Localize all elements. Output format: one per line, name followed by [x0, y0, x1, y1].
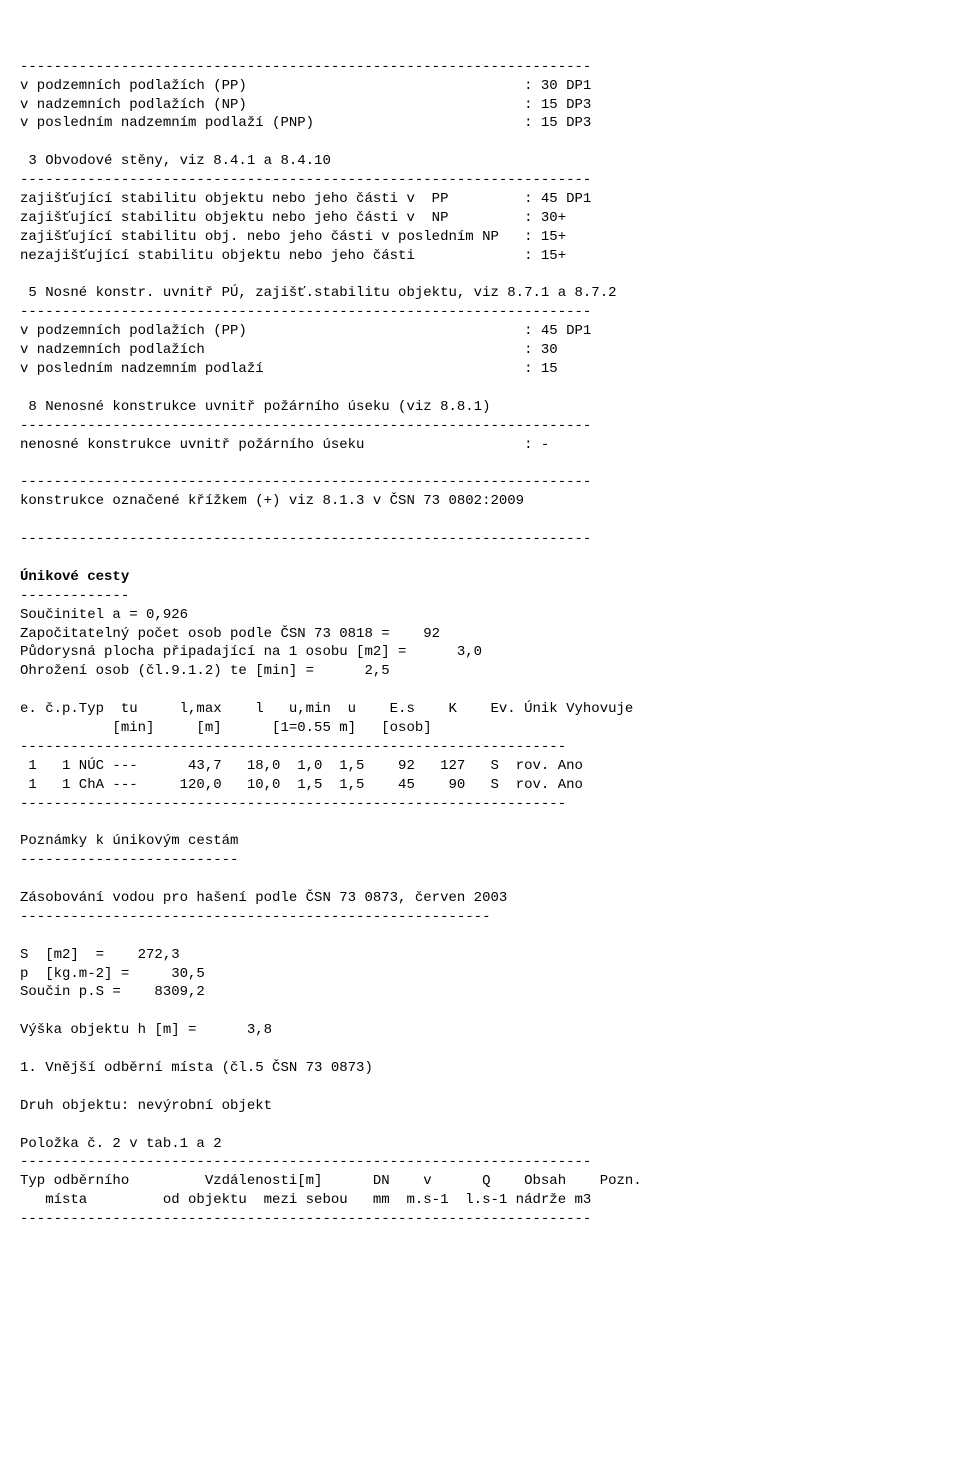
line: Součinitel a = 0,926: [20, 607, 188, 623]
line: zajišťující stabilitu objektu nebo jeho …: [20, 191, 591, 207]
hr: ----------------------------------------…: [20, 59, 591, 75]
line: Ohrožení osob (čl.9.1.2) te [min] = 2,5: [20, 663, 390, 679]
hr: ----------------------------------------…: [20, 1154, 591, 1170]
hr: ----------------------------------------…: [20, 739, 566, 755]
line: v nadzemních podlažích : 30: [20, 342, 558, 358]
hr: --------------------------: [20, 852, 238, 868]
hr: ----------------------------------------…: [20, 304, 591, 320]
line: Druh objektu: nevýrobní objekt: [20, 1098, 272, 1114]
line: nezajišťující stabilitu objektu nebo jeh…: [20, 248, 566, 264]
hr: -------------: [20, 588, 129, 604]
section-heading: 5 Nosné konstr. uvnitř PÚ, zajišť.stabil…: [20, 285, 617, 301]
section-heading-bold: Únikové cesty: [20, 569, 129, 585]
line: zajišťující stabilitu obj. nebo jeho čás…: [20, 229, 566, 245]
hr: ----------------------------------------…: [20, 909, 490, 925]
table-header: e. č.p.Typ tu l,max l u,min u E.s K Ev. …: [20, 701, 633, 717]
line: 1. Vnější odběrní místa (čl.5 ČSN 73 087…: [20, 1060, 373, 1076]
hr: ----------------------------------------…: [20, 796, 566, 812]
hr: ----------------------------------------…: [20, 172, 591, 188]
line: nenosné konstrukce uvnitř požárního úsek…: [20, 437, 549, 453]
line: Výška objektu h [m] = 3,8: [20, 1022, 272, 1038]
section-heading: 8 Nenosné konstrukce uvnitř požárního ús…: [20, 399, 490, 415]
table-row: 1 1 ChA --- 120,0 10,0 1,5 1,5 45 90 S r…: [20, 777, 583, 793]
hr: ----------------------------------------…: [20, 474, 591, 490]
table-header: Typ odběrního Vzdálenosti[m] DN v Q Obsa…: [20, 1173, 642, 1189]
hr: ----------------------------------------…: [20, 1211, 591, 1227]
line: v podzemních podlažích (PP) : 45 DP1: [20, 323, 591, 339]
line: Poznámky k únikovým cestám: [20, 833, 238, 849]
line: Zásobování vodou pro hašení podle ČSN 73…: [20, 890, 507, 906]
line: Započitatelný počet osob podle ČSN 73 08…: [20, 626, 440, 642]
table-row: 1 1 NÚC --- 43,7 18,0 1,0 1,5 92 127 S r…: [20, 758, 583, 774]
line: v posledním nadzemním podlaží : 15: [20, 361, 558, 377]
line: v posledním nadzemním podlaží (PNP) : 15…: [20, 115, 591, 131]
line: Součin p.S = 8309,2: [20, 984, 205, 1000]
line: v podzemních podlažích (PP) : 30 DP1: [20, 78, 591, 94]
table-header: [min] [m] [1=0.55 m] [osob]: [20, 720, 432, 736]
line: zajišťující stabilitu objektu nebo jeho …: [20, 210, 566, 226]
line: p [kg.m-2] = 30,5: [20, 966, 205, 982]
line: konstrukce označené křížkem (+) viz 8.1.…: [20, 493, 524, 509]
table-header: místa od objektu mezi sebou mm m.s-1 l.s…: [20, 1192, 591, 1208]
hr: ----------------------------------------…: [20, 418, 591, 434]
line: S [m2] = 272,3: [20, 947, 180, 963]
line: Položka č. 2 v tab.1 a 2: [20, 1136, 222, 1152]
hr: ----------------------------------------…: [20, 531, 591, 547]
section-heading: 3 Obvodové stěny, viz 8.4.1 a 8.4.10: [20, 153, 331, 169]
line: v nadzemních podlažích (NP) : 15 DP3: [20, 97, 591, 113]
line: Půdorysná plocha připadající na 1 osobu …: [20, 644, 482, 660]
